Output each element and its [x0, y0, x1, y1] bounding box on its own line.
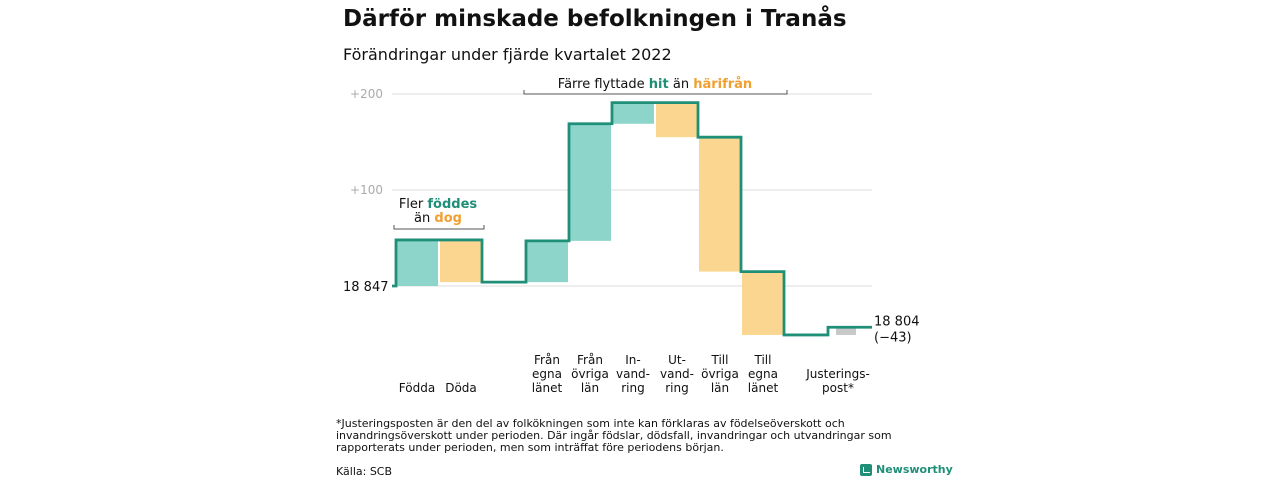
category-label: länet [748, 381, 779, 395]
category-label: post* [822, 381, 854, 395]
annotation-births-line2: än dog [414, 211, 462, 226]
category-label: län [581, 381, 599, 395]
waterfall-bar [440, 239, 482, 283]
annotation-migration: Färre flyttade hit än härifrån [558, 77, 752, 92]
category-label: Från [534, 353, 560, 367]
waterfall-step-line [392, 101, 872, 337]
category-label: Döda [445, 381, 477, 395]
category-label: Från [577, 353, 603, 367]
waterfall-bar [612, 102, 654, 124]
waterfall-bar [742, 271, 784, 335]
source-label: Källa: SCB [336, 465, 393, 478]
waterfall-bar [836, 327, 856, 335]
annotation-migration-bracket [523, 90, 788, 95]
y-tick-label: +200 [350, 87, 383, 101]
category-label: Till [754, 353, 772, 367]
waterfall-bar [699, 137, 741, 272]
category-label: Justerings- [805, 367, 870, 381]
annotation-births-line1: Fler föddes [399, 197, 478, 212]
waterfall-bar [569, 123, 611, 241]
chart-title: Därför minskade befolkningen i Tranås [343, 6, 847, 32]
annotation-births-bracket [393, 225, 485, 230]
category-label: ring [665, 381, 689, 395]
brand-name: Newsworthy [876, 463, 953, 476]
category-label: vand- [616, 367, 650, 381]
category-label: län [711, 381, 729, 395]
category-label: övriga [701, 367, 739, 381]
category-label: länet [532, 381, 563, 395]
category-label: In- [625, 353, 640, 367]
waterfall-bar [396, 239, 438, 286]
y-tick-label: +100 [350, 183, 383, 197]
category-label: Ut- [668, 353, 686, 367]
footnote: *Justeringsposten är den del av folkökni… [336, 417, 892, 454]
category-label: egna [532, 367, 562, 381]
category-label: Till [711, 353, 729, 367]
brand-logo: Newsworthy [860, 463, 953, 476]
end-change-label: (−43) [874, 330, 912, 345]
chart-subtitle: Förändringar under fjärde kvartalet 2022 [343, 45, 672, 64]
category-label: Födda [399, 381, 435, 395]
waterfall-bar [656, 102, 698, 138]
end-value-label: 18 804 [874, 314, 920, 329]
category-label: egna [748, 367, 778, 381]
newsworthy-icon [860, 463, 872, 476]
start-value-label: 18 847 [343, 280, 389, 295]
category-label: ring [621, 381, 645, 395]
category-label: övriga [571, 367, 609, 381]
waterfall-bar [526, 240, 568, 283]
category-label: vand- [660, 367, 694, 381]
